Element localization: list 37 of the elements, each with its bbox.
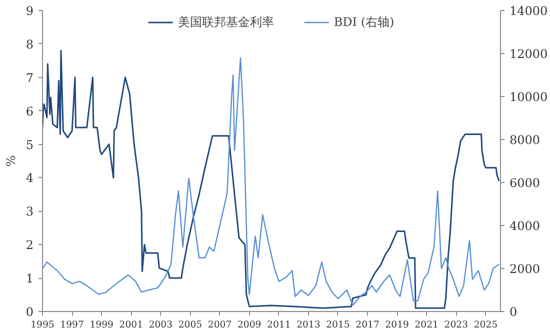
y2-tick-label: 14000 (510, 4, 548, 18)
y2-tick-label: 8000 (510, 133, 540, 147)
y2-tick-label: 6000 (510, 176, 540, 190)
x-tick-label: 1999 (90, 320, 114, 330)
y2-tick-label: 2000 (510, 262, 540, 276)
y-tick-label: 9 (26, 4, 34, 18)
y-tick-label: 2 (26, 238, 34, 252)
x-tick-label: 2013 (296, 320, 320, 330)
y2-tick-label: 12000 (510, 47, 548, 61)
legend-label: BDI (右轴) (334, 14, 394, 30)
x-tick-label: 2017 (356, 320, 380, 330)
y2-tick-label: 0 (510, 305, 518, 319)
y-tick-label: 0 (26, 305, 34, 319)
y-tick-label: 7 (26, 70, 34, 85)
x-tick-label: 2005 (178, 320, 202, 330)
y-tick-label: 5 (26, 138, 34, 152)
y-tick-label: 6 (26, 104, 34, 118)
y2-tick-label: 4000 (510, 219, 540, 233)
x-tick-label: 2001 (119, 320, 144, 330)
x-tick-label: 2015 (326, 320, 350, 330)
x-tick-label: 2019 (385, 320, 410, 330)
y-tick-label: 4 (26, 171, 34, 186)
x-tick-label: 2011 (267, 320, 291, 330)
y-tick-label: 1 (26, 272, 34, 286)
legend-label: 美国联邦基金利率 (178, 14, 274, 30)
x-tick-label: 2003 (148, 320, 173, 330)
y-tick-label: 8 (26, 37, 34, 52)
y2-tick-label: 10000 (510, 90, 548, 104)
x-tick-label: 2023 (444, 320, 468, 330)
x-tick-label: 1995 (30, 320, 54, 330)
x-tick-label: 2021 (414, 320, 439, 330)
y-axis-title: % (4, 155, 18, 167)
x-tick-label: 2009 (237, 320, 262, 330)
x-tick-label: 2025 (474, 320, 498, 330)
y-tick-label: 3 (26, 204, 34, 219)
x-tick-label: 2007 (208, 320, 232, 330)
x-tick-label: 1997 (60, 320, 84, 330)
